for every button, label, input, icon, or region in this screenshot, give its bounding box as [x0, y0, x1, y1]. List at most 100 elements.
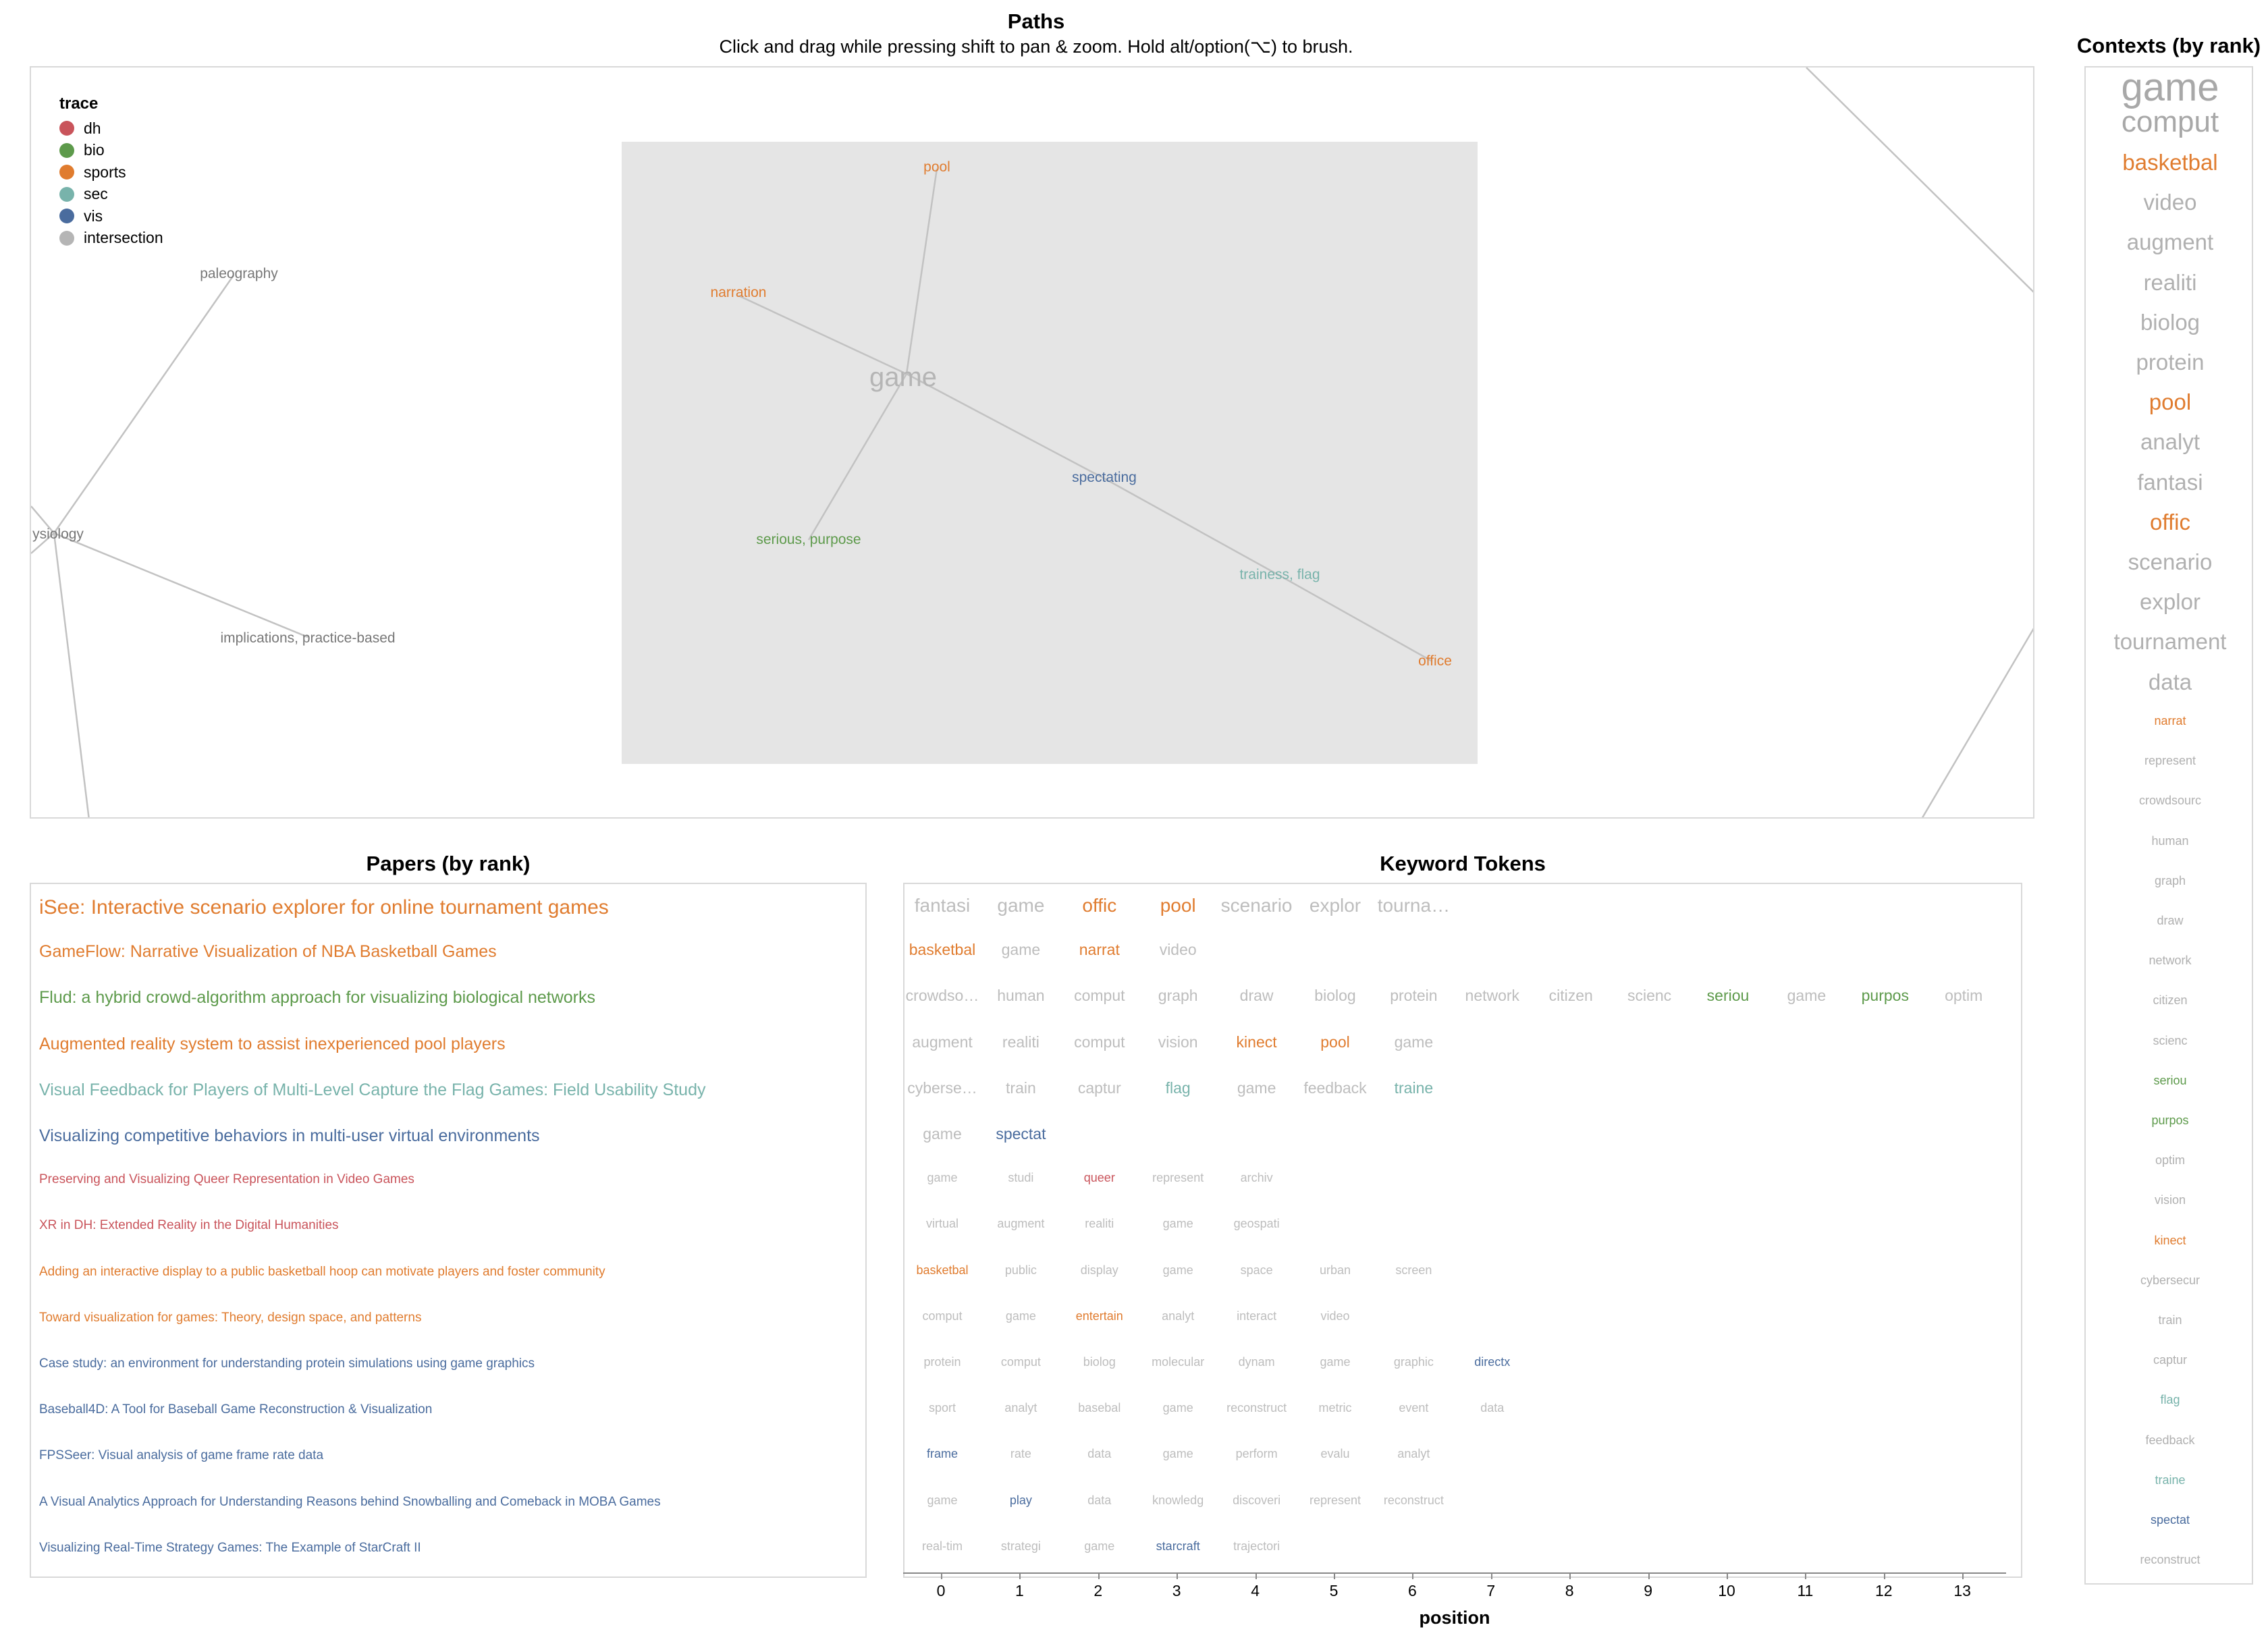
keyword-token[interactable]: starcraft	[1156, 1539, 1200, 1553]
keyword-token[interactable]: graphic	[1393, 1355, 1434, 1369]
keyword-token[interactable]: game	[1237, 1078, 1276, 1097]
keyword-token[interactable]: game	[1162, 1217, 1193, 1231]
paper-item[interactable]: XR in DH: Extended Reality in the Digita…	[39, 1218, 339, 1233]
node-game[interactable]: game	[869, 362, 937, 392]
keyword-token[interactable]: basketbal	[916, 1263, 969, 1277]
keyword-token[interactable]: game	[1005, 1309, 1036, 1323]
keyword-token[interactable]: game	[1394, 1033, 1434, 1051]
keyword-token[interactable]: data	[1087, 1447, 1112, 1461]
keyword-token[interactable]: draw	[1239, 987, 1274, 1005]
keyword-token[interactable]: entertain	[1075, 1309, 1123, 1323]
keyword-token[interactable]: molecular	[1152, 1355, 1205, 1369]
context-item[interactable]: spectat	[2150, 1513, 2190, 1527]
context-item[interactable]: scienc	[2153, 1033, 2188, 1047]
paper-item[interactable]: Visual Feedback for Players of Multi-Lev…	[39, 1080, 706, 1099]
keyword-token[interactable]: public	[1004, 1263, 1037, 1277]
keyword-token[interactable]: space	[1240, 1263, 1273, 1277]
keyword-token[interactable]: game	[923, 1125, 962, 1143]
keyword-token[interactable]: screen	[1395, 1263, 1432, 1277]
node-trainess-flag[interactable]: trainess, flag	[1239, 567, 1320, 582]
context-item[interactable]: biolog	[2140, 309, 2200, 335]
context-item[interactable]: video	[2143, 190, 2197, 215]
keyword-token[interactable]: studi	[1008, 1171, 1034, 1185]
keyword-token[interactable]: protein	[923, 1355, 961, 1369]
paper-item[interactable]: Adding an interactive display to a publi…	[39, 1264, 605, 1279]
keyword-token[interactable]: video	[1159, 941, 1197, 959]
context-item[interactable]: protein	[2136, 350, 2205, 375]
legend-item-bio[interactable]: bio	[59, 140, 163, 162]
legend-item-dh[interactable]: dh	[59, 117, 163, 140]
keyword-token[interactable]: virtual	[925, 1217, 959, 1231]
keyword-token[interactable]: captur	[1077, 1078, 1121, 1097]
keyword-token[interactable]: game	[1320, 1355, 1351, 1369]
context-item[interactable]: optim	[2155, 1153, 2185, 1168]
keyword-token[interactable]: reconstruct	[1383, 1493, 1444, 1507]
keyword-token[interactable]: comput	[922, 1309, 963, 1323]
keyword-token[interactable]: augment	[997, 1217, 1045, 1231]
keyword-token[interactable]: game	[997, 895, 1045, 916]
paper-item[interactable]: Visualizing Real-Time Strategy Games: Th…	[39, 1540, 421, 1555]
legend-item-sports[interactable]: sports	[59, 161, 163, 184]
keyword-token[interactable]: geospati	[1233, 1217, 1280, 1231]
keyword-token[interactable]: graph	[1158, 987, 1198, 1005]
keyword-token[interactable]: urban	[1319, 1263, 1351, 1277]
node-narration[interactable]: narration	[711, 285, 767, 300]
keyword-token[interactable]: purpos	[1861, 987, 1909, 1005]
keyword-token[interactable]: tourna…	[1377, 895, 1451, 916]
paper-item[interactable]: FPSSeer: Visual analysis of game frame r…	[39, 1448, 324, 1463]
keyword-token[interactable]: feedback	[1303, 1078, 1367, 1097]
node-office[interactable]: office	[1418, 653, 1452, 669]
context-item[interactable]: vision	[2154, 1193, 2186, 1207]
context-item[interactable]: basketbal	[2122, 150, 2218, 175]
keyword-token[interactable]: trajectori	[1233, 1539, 1280, 1553]
node-physiology[interactable]: ysiology	[32, 526, 84, 542]
context-item[interactable]: offic	[2150, 509, 2190, 534]
paper-item[interactable]: GameFlow: Narrative Visualization of NBA…	[39, 942, 497, 962]
keyword-token[interactable]: human	[997, 987, 1045, 1005]
keyword-token[interactable]: augment	[912, 1033, 973, 1051]
context-item[interactable]: realiti	[2143, 269, 2197, 295]
context-item[interactable]: train	[2158, 1313, 2182, 1327]
keyword-token[interactable]: analyt	[1004, 1401, 1037, 1415]
keyword-token[interactable]: cyberse…	[907, 1078, 977, 1097]
keyword-token[interactable]: seriou	[1706, 987, 1750, 1005]
context-item[interactable]: data	[2148, 669, 2192, 694]
keyword-token[interactable]: pool	[1320, 1033, 1350, 1051]
context-item[interactable]: traine	[2155, 1473, 2186, 1487]
keyword-token[interactable]: perform	[1235, 1447, 1278, 1461]
legend-item-intersection[interactable]: intersection	[59, 227, 163, 250]
context-item[interactable]: represent	[2144, 754, 2196, 768]
keyword-token[interactable]: analyt	[1162, 1309, 1195, 1323]
context-item[interactable]: reconstruct	[2140, 1553, 2200, 1567]
keyword-token[interactable]: game	[927, 1493, 958, 1507]
keyword-token[interactable]: game	[1162, 1401, 1193, 1415]
keyword-token[interactable]: event	[1399, 1401, 1429, 1415]
context-item[interactable]: game	[2121, 65, 2219, 109]
keyword-token[interactable]: dynam	[1238, 1355, 1275, 1369]
context-item[interactable]: purpos	[2151, 1114, 2189, 1127]
keyword-token[interactable]: traine	[1394, 1078, 1434, 1097]
node-paleography[interactable]: paleography	[200, 266, 278, 281]
keyword-token[interactable]: basebal	[1078, 1401, 1121, 1415]
context-item[interactable]: fantasi	[2137, 469, 2203, 495]
keyword-token[interactable]: display	[1080, 1263, 1118, 1277]
node-serious-purpose[interactable]: serious, purpose	[756, 532, 861, 547]
keyword-token[interactable]: network	[1465, 987, 1520, 1005]
keyword-token[interactable]: train	[1006, 1078, 1036, 1097]
keyword-token[interactable]: game	[1162, 1447, 1193, 1461]
legend-item-vis[interactable]: vis	[59, 205, 163, 227]
keyword-token[interactable]: knowledg	[1152, 1493, 1204, 1507]
keyword-token[interactable]: data	[1480, 1401, 1505, 1415]
context-item[interactable]: narrat	[2154, 714, 2186, 728]
context-item[interactable]: flag	[2160, 1393, 2180, 1407]
keyword-token[interactable]: basketbal	[909, 941, 976, 959]
keyword-token[interactable]: video	[1320, 1309, 1350, 1323]
keyword-token[interactable]: comput	[1074, 987, 1125, 1005]
keyword-token[interactable]: game	[927, 1171, 958, 1185]
keyword-token[interactable]: citizen	[1548, 987, 1593, 1005]
keyword-token[interactable]: protein	[1390, 987, 1438, 1005]
legend-item-sec[interactable]: sec	[59, 184, 163, 206]
keyword-token[interactable]: real-tim	[921, 1539, 963, 1553]
keyword-token[interactable]: realiti	[1002, 1033, 1040, 1051]
keyword-token[interactable]: explor	[1309, 895, 1361, 916]
